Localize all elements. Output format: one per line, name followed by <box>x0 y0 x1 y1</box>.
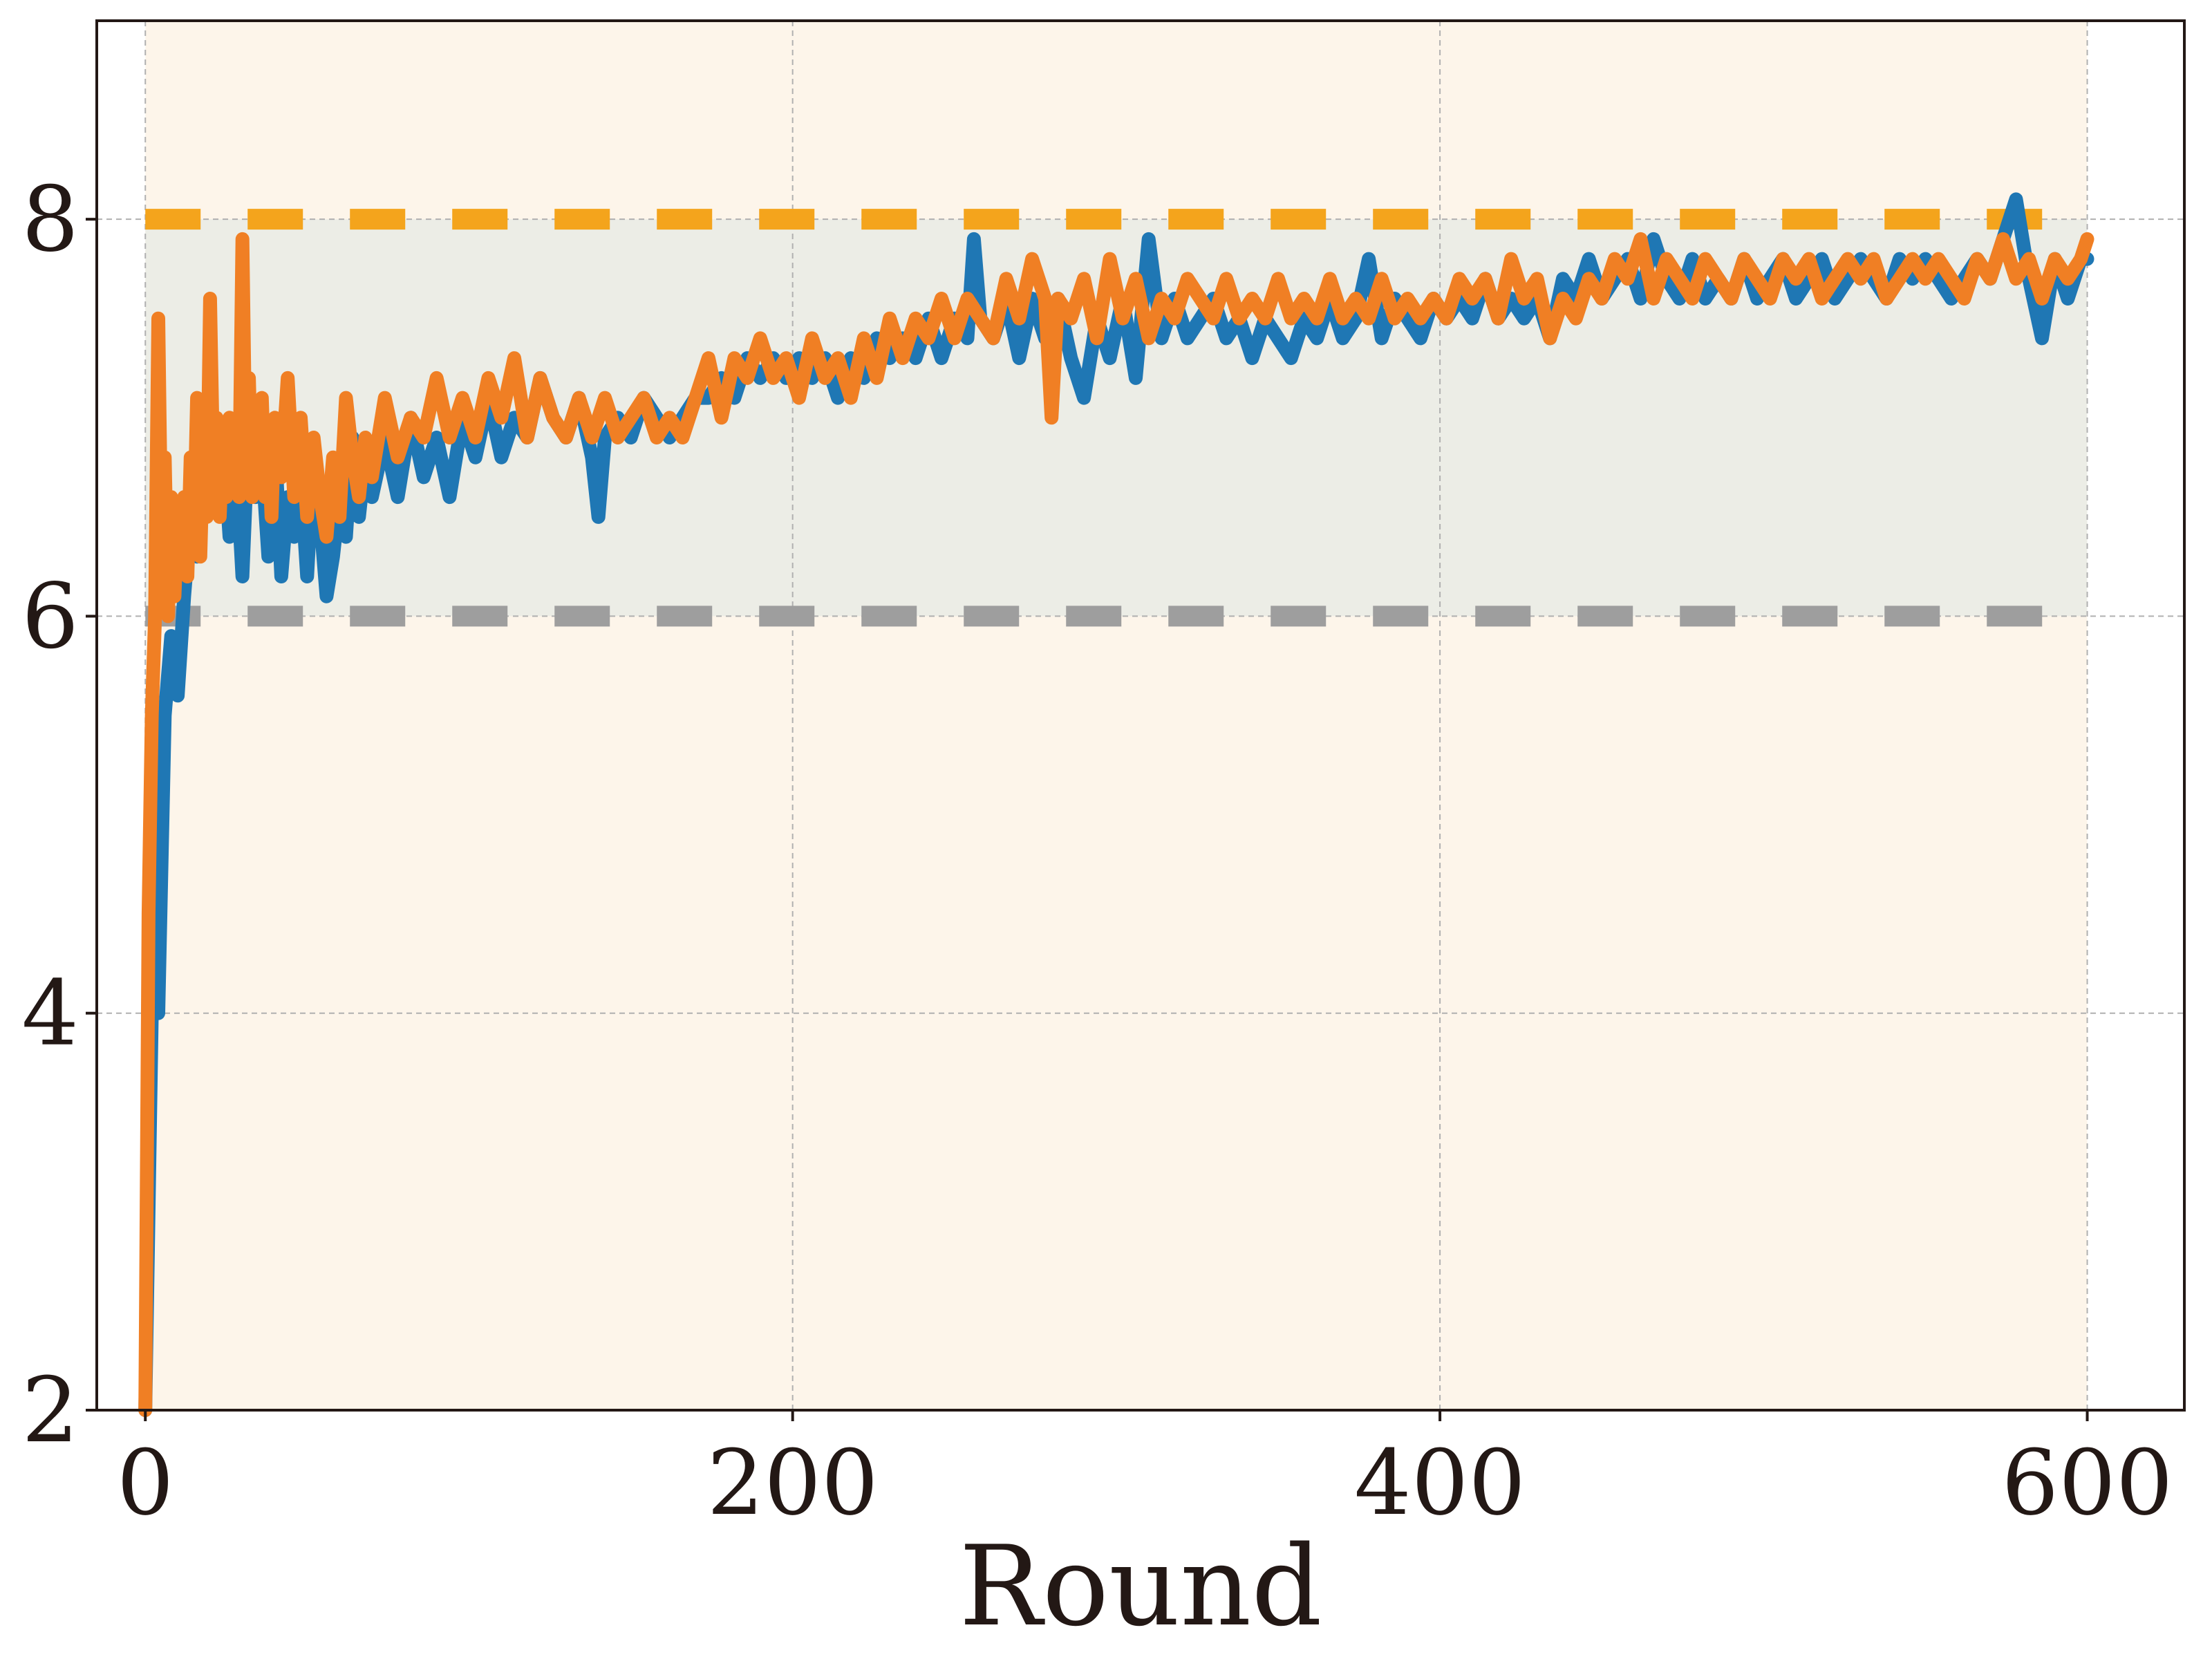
y-axis-ticks: 2 4 6 8 <box>21 167 97 1463</box>
plot-background <box>97 21 2184 1410</box>
x-tick-label: 600 <box>2001 1430 2173 1535</box>
reference-lines <box>145 209 2088 627</box>
x-tick-label: 200 <box>707 1430 879 1535</box>
y-tick-label: 4 <box>21 961 79 1066</box>
x-tick-label: 0 <box>117 1430 174 1535</box>
series-line-2 <box>138 232 2094 1417</box>
y-tick-label: 2 <box>21 1358 79 1463</box>
series-lines <box>138 192 2094 1417</box>
x-axis-label: Round <box>959 1521 1322 1651</box>
y-tick-label: 6 <box>21 563 79 668</box>
plot-frame <box>95 19 2186 1412</box>
y-tick-label: 8 <box>21 167 79 272</box>
x-tick-label: 400 <box>1354 1430 1526 1535</box>
x-axis-ticks: 0 200 400 600 <box>117 1410 2173 1535</box>
